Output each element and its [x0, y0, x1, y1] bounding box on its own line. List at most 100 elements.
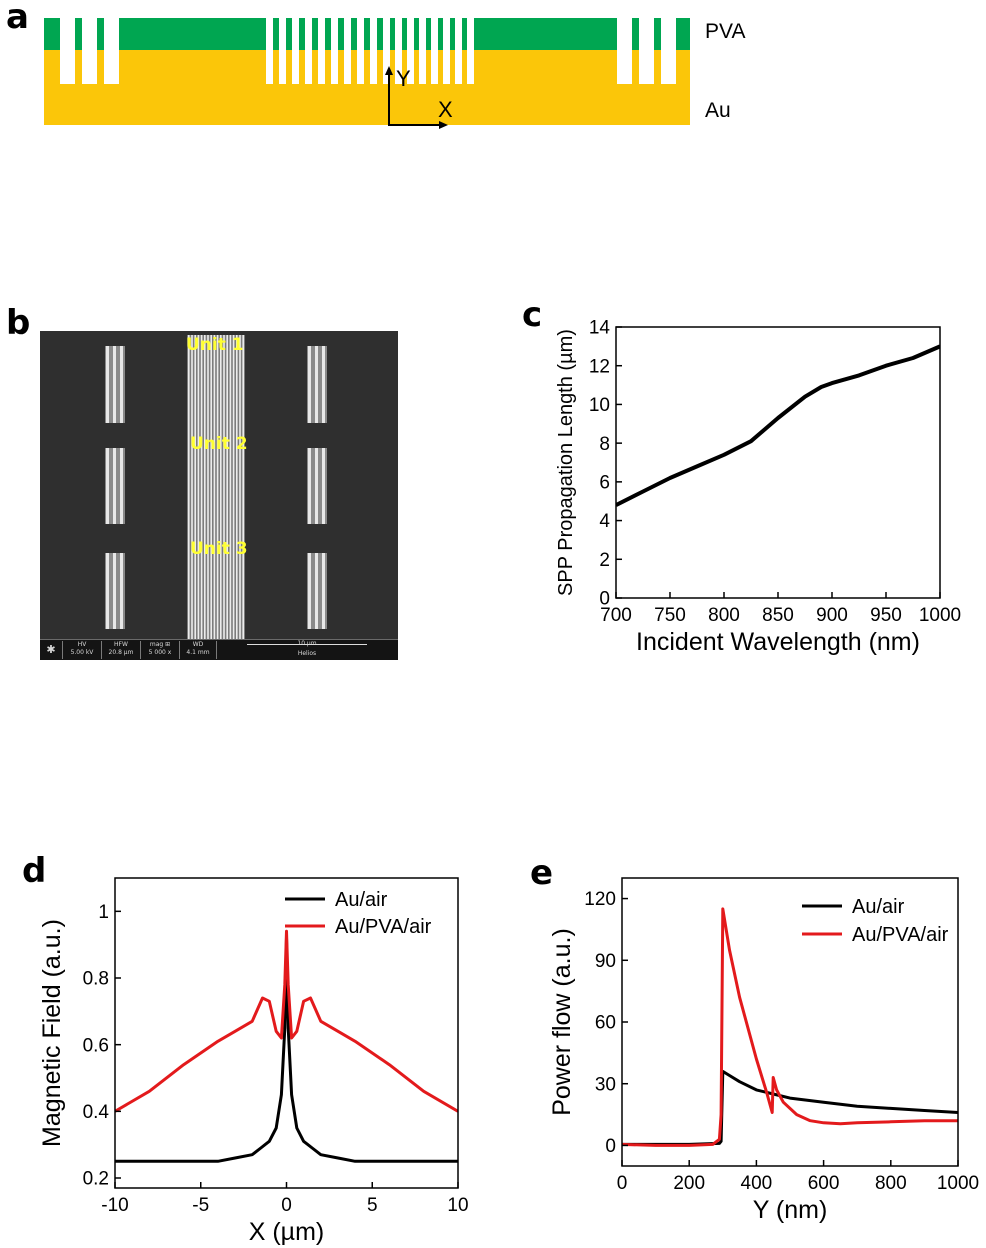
y-tick-label: 120	[584, 889, 616, 910]
series-line-2	[115, 929, 458, 1113]
center-grating-line	[200, 335, 203, 640]
grating-line	[315, 553, 318, 629]
y-axis-label: Magnetic Field (a.u.)	[38, 919, 66, 1147]
schematic-slit	[639, 18, 654, 84]
scale-bar	[247, 644, 367, 645]
center-grating-line	[226, 335, 228, 640]
y-tick-label: 0.6	[83, 1035, 109, 1056]
center-grating-line	[236, 335, 238, 640]
legend-label: Au/air	[335, 889, 388, 911]
schematic-slit	[344, 18, 351, 84]
center-grating-line	[197, 335, 200, 640]
schematic-slit	[661, 18, 676, 84]
grating-line	[120, 448, 123, 524]
sem-info-bar: ✱ HV 5.00 kV HFW 20.8 µm mag ⊞ 5 000 x WD 4.…	[40, 639, 398, 660]
x-tick-label: 1000	[937, 1173, 979, 1194]
x-tick-label: 0	[617, 1173, 628, 1194]
unit-2-label: Unit 2	[190, 434, 248, 454]
schematic-slit	[82, 18, 97, 84]
center-grating-line	[210, 335, 212, 640]
brand-text: Helios	[297, 650, 317, 657]
chart-c: 700 750 800 850 900 950 1000 0 2 4 6 8 10 12 14 Inciden…	[555, 318, 961, 656]
y-tick-label: 0	[605, 1136, 616, 1157]
x-tick-label: 400	[741, 1173, 773, 1194]
x-tick-label: 750	[654, 605, 686, 626]
schematic-slit	[266, 18, 273, 84]
sem-image: Unit 1 Unit 2 Unit 3 ✱ HV 5.00 kV HFW 20.8…	[40, 331, 398, 660]
chart-d: -10 -5 0 5 10 0.2 0.4 0.6 0.8 1 X (µm) Magnetic Fie…	[38, 877, 469, 1246]
y-tick-label: 0	[599, 589, 610, 610]
grating-line	[308, 448, 311, 524]
center-grating-line	[188, 335, 190, 640]
au-layer	[44, 50, 690, 125]
scale-text: 10 µm	[297, 640, 317, 647]
panel-label-a: a	[6, 0, 29, 37]
panel-label-c: c	[522, 295, 543, 335]
schematic-slit	[331, 18, 338, 84]
grating-line	[120, 346, 123, 423]
grating-line	[113, 346, 116, 423]
coordinate-axes	[385, 66, 448, 129]
plot-frame	[621, 877, 959, 1167]
schematic-slit	[60, 18, 75, 84]
x-tick-label: 700	[600, 605, 632, 626]
grating-line	[315, 346, 318, 423]
schematic-diagram: Y X PVA Au	[44, 18, 745, 129]
info-hv: HV 5.00 kV	[63, 641, 102, 659]
legend-label: Au/PVA/air	[852, 924, 949, 946]
x-tick-label: 800	[875, 1173, 907, 1194]
schematic-slit	[318, 18, 325, 84]
grating-line	[315, 448, 318, 524]
center-grating-line	[242, 335, 244, 640]
grating-line	[106, 448, 109, 524]
info-hfw: HFW 20.8 µm	[102, 641, 141, 659]
x-axis-label: Y (nm)	[753, 1196, 828, 1224]
y-tick-label: 0.4	[83, 1102, 110, 1123]
schematic-slit	[617, 18, 632, 84]
plot-frame	[615, 326, 941, 599]
pva-layer	[44, 18, 690, 50]
center-grating-line	[191, 335, 193, 640]
schematic-slit	[419, 18, 426, 84]
center-grating-line	[223, 335, 225, 640]
schematic-slit	[443, 18, 450, 84]
y-axis-label: Power flow (a.u.)	[548, 928, 576, 1116]
grating-line	[113, 448, 116, 524]
grating-line	[120, 553, 123, 629]
info-mag: mag ⊞ 5 000 x	[141, 641, 180, 659]
y-tick-label: 0.8	[83, 969, 109, 990]
axis-y-label: Y	[396, 66, 411, 91]
grating-line	[106, 553, 109, 629]
center-grating	[187, 335, 245, 640]
x-tick-label: 900	[816, 605, 848, 626]
x-tick-label: 10	[447, 1195, 468, 1216]
center-grating-line	[204, 335, 206, 640]
pva-layer-label: PVA	[705, 20, 745, 43]
legend-label: Au/air	[852, 896, 905, 918]
y-tick-label: 30	[595, 1074, 616, 1095]
x-tick-label: 800	[708, 605, 740, 626]
y-tick-label: 0.2	[83, 1169, 109, 1190]
axis-x-label: X	[438, 97, 453, 122]
y-tick-label: 4	[599, 511, 610, 532]
x-tick-label: -5	[192, 1195, 209, 1216]
scale-bar-cell: 10 µm Helios	[217, 640, 397, 659]
y-tick-label: 14	[589, 318, 611, 339]
series-line-2	[622, 907, 958, 1147]
schematic-slit	[104, 18, 119, 84]
y-tick-label: 1	[98, 902, 109, 923]
schematic-slit	[383, 18, 390, 84]
center-grating-line	[220, 335, 222, 640]
x-axis-label: X (µm)	[249, 1218, 325, 1246]
grating-line	[322, 448, 325, 524]
schematic-slit	[305, 18, 312, 84]
grating-line	[106, 346, 109, 423]
panel-label-b: b	[6, 303, 31, 343]
schematic-slit	[467, 18, 474, 84]
schematic-slit	[292, 18, 299, 84]
center-grating-line	[232, 335, 235, 640]
center-grating-line	[194, 335, 196, 640]
legend-label: Au/PVA/air	[335, 916, 432, 938]
x-tick-label: -10	[101, 1195, 128, 1216]
y-tick-label: 90	[595, 951, 616, 972]
